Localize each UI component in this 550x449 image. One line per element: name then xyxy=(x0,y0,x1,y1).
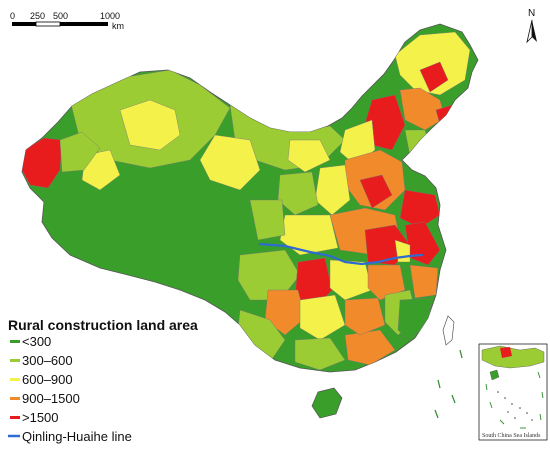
region-chongqing-yellow xyxy=(329,259,373,301)
legend-label-1: <300 xyxy=(22,334,51,349)
inset-island-dots xyxy=(497,391,533,421)
inset-hainan xyxy=(489,369,500,381)
qinling-huaihe-line xyxy=(258,242,424,266)
scale-bar: 0 250 500 1000 km xyxy=(10,11,124,31)
region-inner-mongolia-yellow xyxy=(287,139,331,173)
legend-label-3: 600–900 xyxy=(22,372,73,387)
hainan-island xyxy=(311,387,343,419)
north-arrow-icon: N xyxy=(526,8,537,44)
legend-label-4: 900–1500 xyxy=(22,391,80,406)
legend: Rural construction land area <300 300–60… xyxy=(8,317,198,444)
scale-bar-seg-2 xyxy=(35,21,61,27)
inset-coast-red xyxy=(500,347,512,358)
region-fujian-green xyxy=(397,297,433,341)
scale-bar-seg-1 xyxy=(12,22,36,26)
legend-title: Rural construction land area xyxy=(8,317,198,333)
region-guizhou-yellow xyxy=(299,294,346,341)
region-northeast-red-2 xyxy=(365,94,406,151)
maritime-boundary-dashes xyxy=(434,349,463,419)
region-zhejiang-orange xyxy=(409,264,439,299)
region-guangdong-orange xyxy=(344,329,396,366)
legend-swatch-3 xyxy=(10,378,20,381)
legend-line-label: Qinling-Huaihe line xyxy=(22,429,132,444)
region-heilongjiang xyxy=(394,31,471,96)
legend-label-2: 300–600 xyxy=(22,353,73,368)
legend-swatch-2 xyxy=(10,359,20,362)
inset-label: South China Sea Islands xyxy=(482,433,541,439)
region-shandong xyxy=(399,189,441,229)
region-xinjiang-yellow xyxy=(119,99,181,151)
region-qinghai-east-green xyxy=(249,199,286,241)
south-china-sea-inset: South China Sea Islands xyxy=(478,343,548,441)
inset-coast xyxy=(481,345,545,369)
scale-tick-0: 0 xyxy=(10,11,15,21)
legend-swatch-5 xyxy=(10,416,20,419)
region-northeast-red-1 xyxy=(419,61,449,93)
china-map xyxy=(21,23,479,419)
region-xinjiang-south xyxy=(59,131,101,173)
region-gansu-yellow xyxy=(199,134,261,191)
scale-tick-250: 250 xyxy=(30,11,45,21)
region-north-china-red xyxy=(359,174,393,209)
region-hunan-orange xyxy=(344,297,386,336)
taiwan-island xyxy=(442,315,455,346)
inset-dashes xyxy=(485,371,544,429)
region-ningxia-green xyxy=(277,171,319,216)
legend-swatch-1 xyxy=(10,340,20,343)
legend-swatch-4 xyxy=(10,397,20,400)
region-sichuan-orange xyxy=(264,289,306,336)
regions-layer xyxy=(22,31,471,371)
region-kashgar xyxy=(22,137,63,189)
scale-unit: km xyxy=(112,21,124,31)
scale-tick-1000: 1000 xyxy=(100,11,120,21)
region-guangxi-green xyxy=(294,337,346,371)
region-northeast-red-3 xyxy=(435,104,459,133)
legend-label-5: >1500 xyxy=(22,410,59,425)
north-arrow-label: N xyxy=(528,8,535,19)
scale-bar-seg-3 xyxy=(60,22,108,26)
scale-tick-500: 500 xyxy=(53,11,68,21)
